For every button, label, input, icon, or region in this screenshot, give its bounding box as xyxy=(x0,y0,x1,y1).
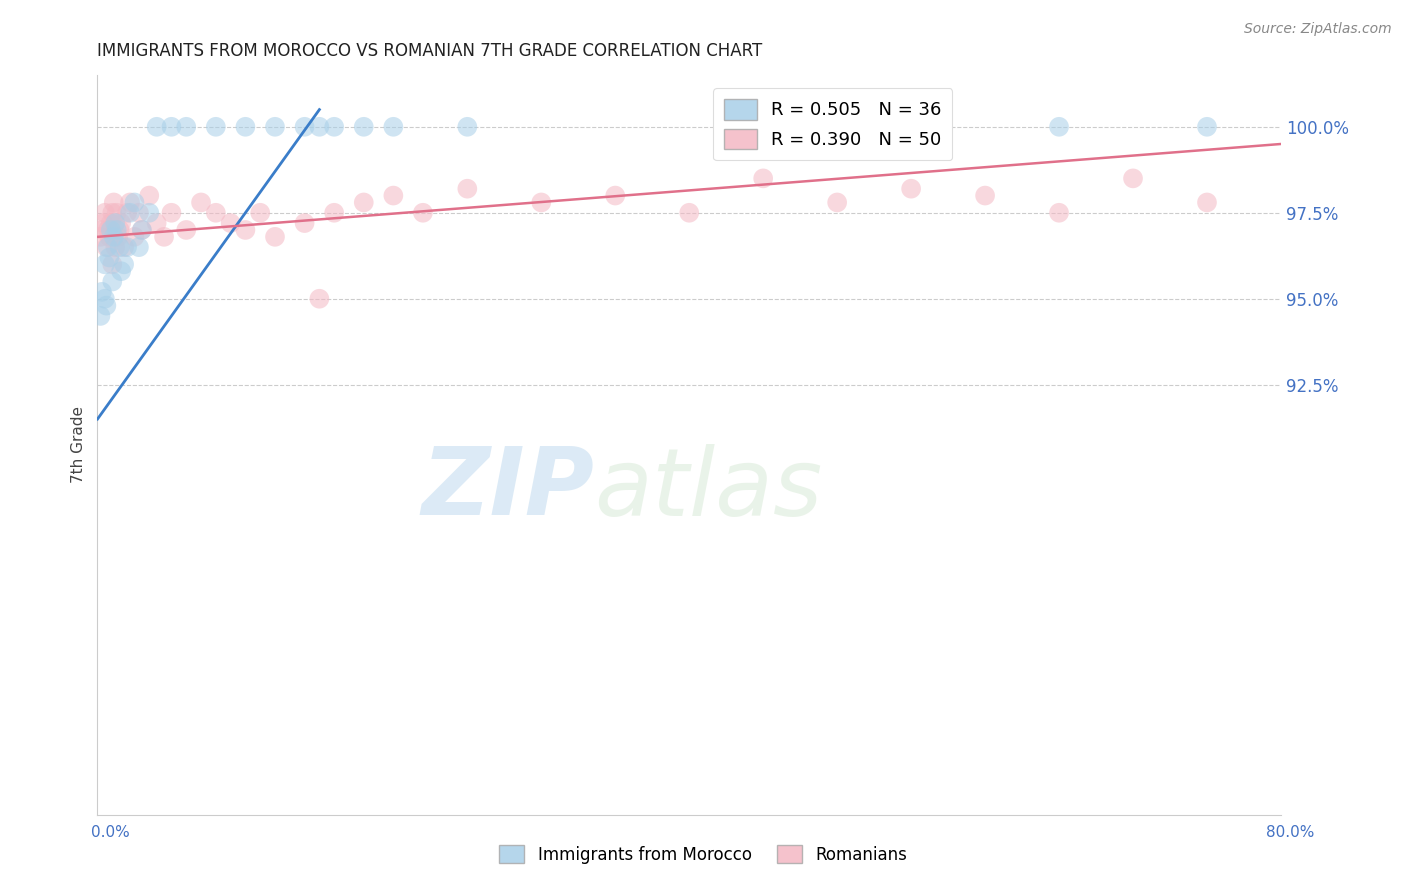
Point xyxy=(108,223,131,237)
Point xyxy=(1122,171,1144,186)
Point xyxy=(94,257,117,271)
Point xyxy=(103,230,125,244)
Point xyxy=(115,240,138,254)
Point xyxy=(205,120,228,134)
Point xyxy=(107,230,129,244)
Point xyxy=(382,188,405,202)
Point xyxy=(98,230,121,244)
Point xyxy=(89,230,111,244)
Point xyxy=(98,251,121,265)
Point xyxy=(89,309,111,323)
Point xyxy=(323,120,346,134)
Point xyxy=(974,188,997,202)
Point xyxy=(456,120,478,134)
Point xyxy=(264,120,287,134)
Point xyxy=(1195,195,1218,210)
Point xyxy=(1047,206,1070,220)
Point xyxy=(100,216,122,230)
Point xyxy=(1047,120,1070,134)
Point xyxy=(145,216,167,230)
Point xyxy=(105,223,128,237)
Point xyxy=(353,120,375,134)
Point xyxy=(108,240,131,254)
Point xyxy=(153,230,176,244)
Point xyxy=(145,120,167,134)
Point xyxy=(110,264,132,278)
Point xyxy=(90,285,112,299)
Point xyxy=(190,195,212,210)
Point xyxy=(128,240,150,254)
Point xyxy=(103,195,125,210)
Point xyxy=(104,240,127,254)
Point xyxy=(752,171,775,186)
Point xyxy=(110,216,132,230)
Point xyxy=(174,223,197,237)
Point xyxy=(294,120,316,134)
Point xyxy=(97,240,120,254)
Point xyxy=(353,195,375,210)
Text: 0.0%: 0.0% xyxy=(91,825,131,840)
Point xyxy=(235,223,257,237)
Point xyxy=(412,206,434,220)
Point xyxy=(105,206,128,220)
Point xyxy=(90,223,112,237)
Point xyxy=(900,120,922,134)
Point xyxy=(118,206,141,220)
Point xyxy=(900,182,922,196)
Text: 80.0%: 80.0% xyxy=(1267,825,1315,840)
Point xyxy=(101,257,124,271)
Point xyxy=(100,223,122,237)
Point xyxy=(94,292,117,306)
Point xyxy=(382,120,405,134)
Point xyxy=(174,120,197,134)
Point xyxy=(235,120,257,134)
Point xyxy=(456,182,478,196)
Point xyxy=(205,206,228,220)
Legend: R = 0.505   N = 36, R = 0.390   N = 50: R = 0.505 N = 36, R = 0.390 N = 50 xyxy=(713,88,952,161)
Point xyxy=(138,206,160,220)
Point xyxy=(97,223,120,237)
Point xyxy=(138,188,160,202)
Point xyxy=(93,216,115,230)
Point xyxy=(124,195,146,210)
Point xyxy=(530,195,553,210)
Point xyxy=(115,206,138,220)
Text: ZIP: ZIP xyxy=(422,443,595,535)
Point xyxy=(118,195,141,210)
Point xyxy=(308,292,330,306)
Point xyxy=(160,120,183,134)
Point xyxy=(825,195,848,210)
Text: Source: ZipAtlas.com: Source: ZipAtlas.com xyxy=(1244,22,1392,37)
Point xyxy=(160,206,183,220)
Text: IMMIGRANTS FROM MOROCCO VS ROMANIAN 7TH GRADE CORRELATION CHART: IMMIGRANTS FROM MOROCCO VS ROMANIAN 7TH … xyxy=(97,42,762,60)
Point xyxy=(104,216,127,230)
Point xyxy=(112,240,135,254)
Point xyxy=(96,240,118,254)
Point xyxy=(96,299,118,313)
Point xyxy=(294,216,316,230)
Legend: Immigrants from Morocco, Romanians: Immigrants from Morocco, Romanians xyxy=(492,838,914,871)
Point xyxy=(264,230,287,244)
Point xyxy=(605,188,627,202)
Point xyxy=(94,206,117,220)
Point xyxy=(219,216,242,230)
Y-axis label: 7th Grade: 7th Grade xyxy=(72,407,86,483)
Point xyxy=(1195,120,1218,134)
Point xyxy=(323,206,346,220)
Text: atlas: atlas xyxy=(595,443,823,534)
Point xyxy=(131,223,153,237)
Point xyxy=(112,257,135,271)
Point xyxy=(308,120,330,134)
Point xyxy=(678,206,700,220)
Point xyxy=(128,206,150,220)
Point xyxy=(124,230,146,244)
Point xyxy=(101,275,124,289)
Point xyxy=(101,206,124,220)
Point xyxy=(249,206,271,220)
Point xyxy=(131,223,153,237)
